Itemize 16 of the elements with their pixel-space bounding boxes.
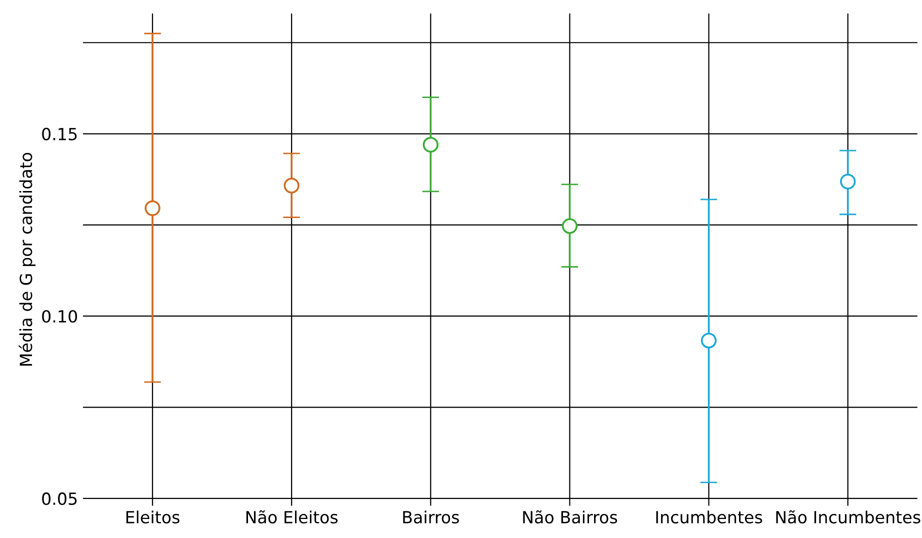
point [562,218,578,234]
point [422,136,438,153]
y-axis-title: Média de G por candidato [18,152,36,366]
x-tick-label: Não Bairros [523,510,618,524]
y-tick-label: 0.05 [42,492,77,505]
x-tick-label: Bairros [403,510,459,524]
y-tick-label: 0.10 [42,310,78,323]
y-tick-label: 0.15 [42,128,77,140]
x-tick-label: Não Eleitos [246,510,338,524]
x-tick-label: Não Incumbentes [776,510,920,524]
point [840,174,856,190]
point [144,200,160,216]
point [284,178,300,194]
x-tick-label: Eleitos [126,510,180,524]
x-tick-label: Incumbentes [656,510,762,524]
point [700,332,717,348]
